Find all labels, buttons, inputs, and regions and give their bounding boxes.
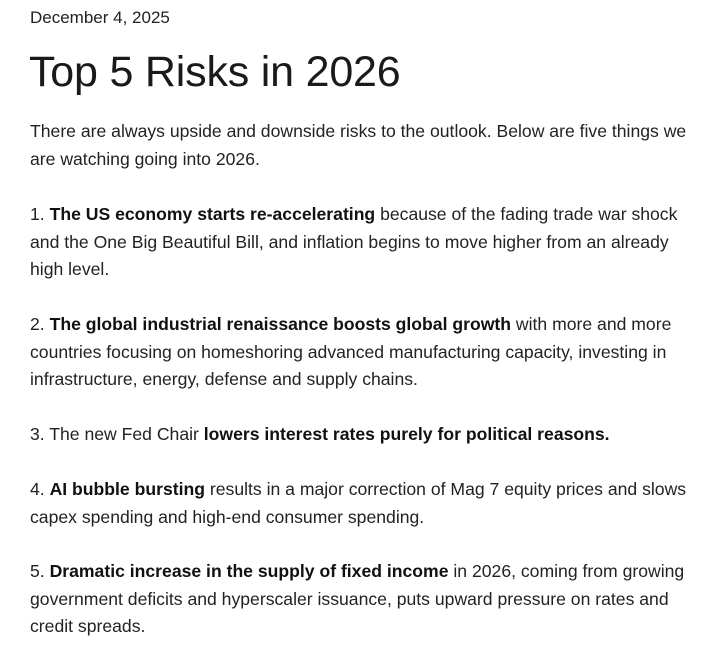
article-date: December 4, 2025 bbox=[30, 8, 170, 27]
risk-headline: Dramatic increase in the supply of fixed… bbox=[49, 561, 449, 581]
risk-detail: because of the fading trade war shock an… bbox=[30, 204, 678, 279]
risk-number: 3. bbox=[30, 424, 45, 444]
risk-headline: lowers interest rates purely for politic… bbox=[203, 424, 610, 444]
intro-paragraph: There are always upside and downside ris… bbox=[30, 121, 687, 169]
risk-headline: AI bubble bursting bbox=[49, 479, 205, 499]
article-title: Top 5 Risks in 2026 bbox=[29, 48, 401, 96]
risk-number: 4. bbox=[30, 479, 45, 499]
risk-item-3: 3. The new Fed Chair lowers interest rat… bbox=[30, 421, 690, 449]
risk-headline: The US economy starts re-accelerating bbox=[49, 204, 376, 224]
risk-lead-text: The new Fed Chair bbox=[49, 424, 199, 444]
risk-number: 2. bbox=[30, 314, 45, 334]
risk-item-4: 4. AI bubble bursting results in a major… bbox=[30, 476, 690, 531]
risk-item-1: 1. The US economy starts re-accelerating… bbox=[30, 201, 690, 284]
risk-detail: with more and more countries focusing on… bbox=[30, 314, 672, 389]
risk-item-2: 2. The global industrial renaissance boo… bbox=[30, 311, 690, 394]
risk-detail: results in a major correction of Mag 7 e… bbox=[30, 479, 687, 527]
risk-headline: The global industrial renaissance boosts… bbox=[49, 314, 511, 334]
risk-number: 5. bbox=[30, 561, 45, 581]
risk-detail: in 2026, coming from growing government … bbox=[30, 561, 685, 636]
risk-number: 1. bbox=[30, 204, 45, 224]
risk-item-5: 5. Dramatic increase in the supply of fi… bbox=[30, 558, 690, 641]
